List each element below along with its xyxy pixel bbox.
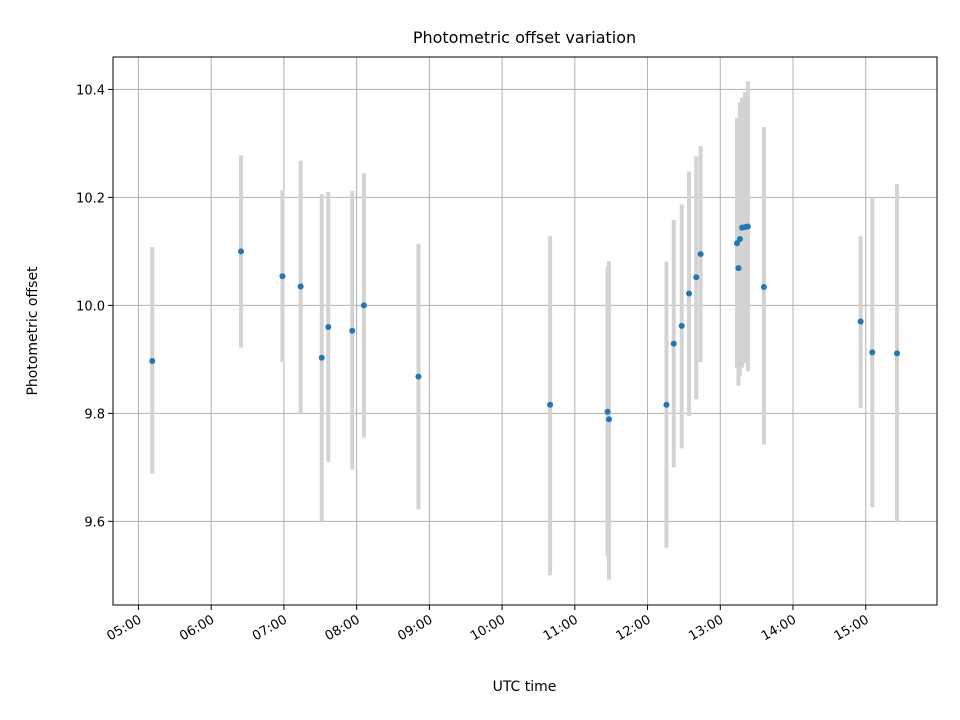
data-markers — [149, 223, 900, 423]
y-tick-label: 9.8 — [84, 407, 105, 422]
data-point — [149, 357, 156, 364]
data-point — [325, 323, 332, 330]
data-point — [693, 274, 700, 281]
data-point — [697, 251, 704, 258]
data-point — [606, 416, 612, 423]
chart-title: Photometric offset variation — [413, 28, 636, 47]
x-axis-label: UTC time — [493, 679, 557, 695]
grid — [113, 57, 937, 605]
y-tick-label: 10.4 — [76, 83, 105, 98]
data-point — [547, 401, 554, 408]
y-axis-label: Photometric offset — [25, 266, 41, 396]
data-point — [349, 327, 356, 334]
data-point — [744, 223, 751, 230]
data-point — [686, 290, 692, 297]
data-point — [238, 248, 244, 255]
data-point — [670, 340, 677, 347]
y-tick-label: 10.2 — [76, 191, 105, 206]
plot-frame — [112, 56, 938, 606]
data-point — [663, 401, 670, 408]
data-point — [736, 235, 743, 242]
data-point — [279, 273, 286, 280]
data-point — [297, 283, 304, 290]
data-point — [318, 354, 325, 361]
data-point — [360, 302, 367, 309]
data-point — [894, 350, 900, 357]
data-point — [735, 265, 742, 272]
data-point — [869, 349, 876, 356]
data-point — [734, 240, 740, 247]
data-point — [604, 408, 611, 415]
data-point — [760, 283, 767, 290]
y-tick-label: 10.0 — [76, 299, 105, 314]
y-axis-ticks: 9.6 9.8 10.0 10.2 10.4 — [76, 83, 113, 530]
y-tick-label: 9.6 — [84, 515, 105, 530]
data-point — [678, 322, 685, 329]
data-point — [857, 318, 864, 325]
data-point — [415, 373, 422, 380]
